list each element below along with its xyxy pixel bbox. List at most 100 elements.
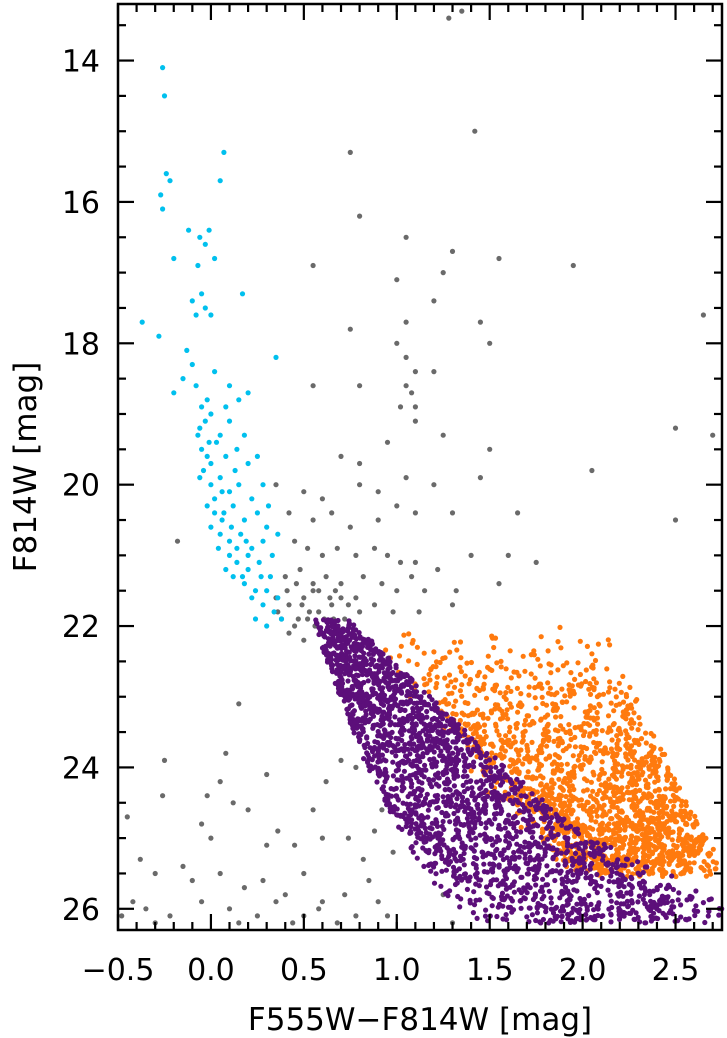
purple-star-point <box>623 856 630 862</box>
grey-star-point <box>384 913 391 919</box>
orange-star-point <box>496 706 502 712</box>
orange-star-point <box>622 827 628 833</box>
purple-star-point <box>529 866 536 872</box>
orange-star-point <box>640 810 646 816</box>
orange-star-point <box>637 787 643 794</box>
purple-star-point <box>391 745 398 751</box>
blue-star-point <box>236 397 242 403</box>
grey-star-point <box>316 588 322 594</box>
purple-star-point <box>401 768 407 774</box>
orange-star-point <box>619 809 625 815</box>
purple-star-point <box>635 870 641 876</box>
orange-star-point <box>596 692 603 698</box>
purple-star-point <box>405 816 411 823</box>
orange-star-point <box>467 676 473 683</box>
orange-star-point <box>485 664 491 671</box>
grey-star-point <box>226 906 233 912</box>
purple-star-point <box>606 878 612 885</box>
purple-star-point <box>494 798 500 804</box>
orange-star-point <box>613 694 619 700</box>
orange-star-point <box>572 744 579 750</box>
purple-star-point <box>607 892 613 898</box>
purple-star-point <box>468 778 474 784</box>
purple-star-point <box>369 748 376 755</box>
orange-star-point <box>520 653 526 659</box>
purple-star-point <box>502 772 508 778</box>
purple-star-point <box>615 891 621 897</box>
blue-star-point <box>226 489 233 495</box>
grey-star-point <box>332 588 338 594</box>
purple-star-point <box>583 839 589 846</box>
purple-star-point <box>597 849 603 855</box>
blue-star-point <box>195 262 201 269</box>
purple-star-point <box>390 759 396 765</box>
purple-star-point <box>413 794 419 801</box>
orange-star-point <box>480 711 486 717</box>
purple-star-point <box>349 683 355 690</box>
orange-star-point <box>609 816 615 822</box>
grey-star-point <box>310 383 316 389</box>
grey-star-point <box>700 312 707 318</box>
grey-star-point <box>357 383 363 389</box>
grey-star-point <box>319 552 325 559</box>
orange-star-point <box>505 737 511 744</box>
purple-star-point <box>490 842 496 848</box>
purple-star-point <box>608 844 614 851</box>
purple-star-point <box>474 779 480 785</box>
orange-star-point <box>600 691 607 697</box>
orange-star-point <box>482 674 488 680</box>
purple-star-point <box>460 856 466 862</box>
blue-star-point <box>260 602 266 608</box>
purple-star-point <box>564 837 570 844</box>
orange-star-point <box>710 846 716 852</box>
grey-star-point <box>204 793 210 799</box>
purple-star-point <box>372 753 378 759</box>
purple-star-point <box>490 877 496 883</box>
purple-star-point <box>387 672 394 678</box>
orange-star-point <box>512 739 518 745</box>
purple-star-point <box>345 625 351 631</box>
purple-star-point <box>484 869 491 875</box>
orange-star-point <box>529 739 535 746</box>
grey-star-point <box>409 574 415 580</box>
purple-star-point <box>469 789 476 796</box>
orange-star-point <box>596 776 602 782</box>
blue-star-point <box>260 538 266 544</box>
purple-star-point <box>485 850 491 857</box>
orange-star-point <box>440 655 446 662</box>
orange-star-point <box>559 740 566 746</box>
purple-star-point <box>591 917 597 923</box>
purple-star-point <box>403 672 409 678</box>
purple-star-point <box>337 691 343 698</box>
purple-star-point <box>529 791 535 797</box>
orange-star-point <box>524 742 530 749</box>
purple-star-point <box>548 895 554 901</box>
purple-star-point <box>506 812 512 818</box>
purple-star-point <box>452 856 458 862</box>
blue-star-point <box>252 588 259 594</box>
grey-star-point <box>371 602 378 608</box>
orange-star-point <box>570 794 576 800</box>
purple-star-point <box>421 689 427 695</box>
purple-star-point <box>497 851 503 857</box>
orange-star-point <box>656 756 662 762</box>
orange-star-point <box>554 690 560 696</box>
purple-star-point <box>408 845 414 851</box>
orange-star-point <box>518 824 524 831</box>
orange-star-point <box>489 667 495 674</box>
orange-star-point <box>605 729 611 735</box>
orange-star-point <box>619 839 626 845</box>
orange-star-point <box>657 866 663 873</box>
blue-star-point <box>254 510 260 516</box>
purple-star-point <box>614 864 621 870</box>
purple-star-point <box>462 727 468 733</box>
purple-star-point <box>393 665 399 671</box>
orange-star-point <box>539 743 545 749</box>
grey-star-point <box>124 814 130 820</box>
purple-star-point <box>473 874 479 880</box>
purple-star-point <box>440 794 446 800</box>
purple-star-point <box>531 798 537 804</box>
purple-star-point <box>425 814 431 820</box>
purple-star-point <box>424 835 430 841</box>
grey-star-point <box>264 771 270 778</box>
